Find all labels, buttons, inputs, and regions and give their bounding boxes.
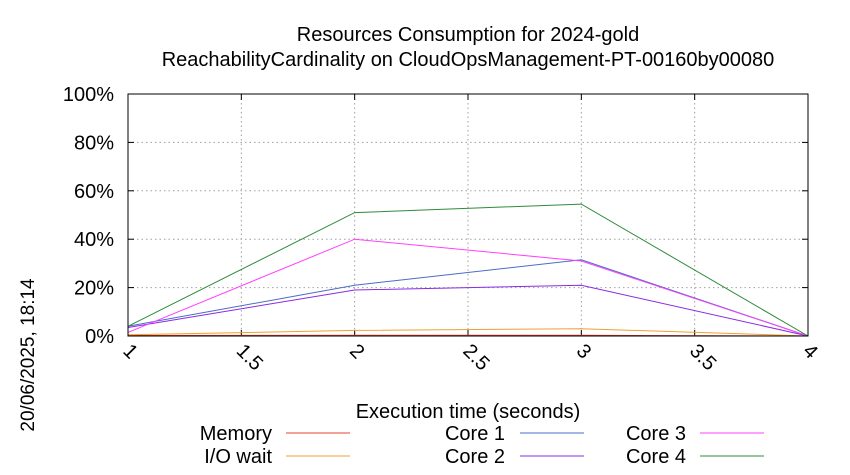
x-axis-label: Execution time (seconds) — [356, 401, 581, 423]
plot-frame — [127, 93, 809, 337]
x-tick-label: 3 — [572, 340, 595, 363]
timestamp-label: 20/06/2025, 18:14 — [18, 278, 39, 432]
x-tick-label: 1 — [118, 340, 141, 363]
series-lines — [127, 203, 809, 337]
y-tick-label: 80% — [74, 132, 114, 154]
legend-label-core-1: Core 1 — [445, 423, 505, 445]
chart-subtitle: ReachabilityCardinality on CloudOpsManag… — [162, 49, 775, 71]
legend-label-memory: Memory — [200, 423, 272, 445]
grid-lines — [127, 93, 809, 337]
y-tick-label: 20% — [74, 278, 114, 300]
x-tick-label: 4 — [798, 340, 821, 363]
legend-label-core-2: Core 2 — [445, 446, 505, 468]
tick-labels: 0% 20% 40% 60% 80% 100% 1 1.5 2 2.5 3 3.5 4 — [63, 84, 822, 375]
series-line-core-2 — [127, 284, 809, 337]
legend-label-i-o-wait: I/O wait — [204, 446, 272, 468]
x-tick-label: 1.5 — [232, 340, 267, 375]
y-tick-label: 40% — [74, 229, 114, 251]
series-line-core-4 — [127, 203, 809, 337]
x-tick-label: 2 — [345, 340, 368, 363]
series-line-core-1 — [127, 259, 809, 337]
x-tick-label: 2.5 — [458, 340, 493, 375]
y-tick-label: 60% — [74, 181, 114, 203]
chart-title: Resources Consumption for 2024-gold — [297, 24, 639, 46]
x-tick-label: 3.5 — [685, 340, 720, 375]
y-tick-label: 0% — [85, 326, 114, 348]
legend-label-core-3: Core 3 — [626, 423, 686, 445]
y-tick-label: 100% — [63, 84, 114, 106]
series-line-core-3 — [127, 238, 809, 337]
series-line-i-o-wait — [127, 328, 809, 337]
legend-label-core-4: Core 4 — [626, 446, 686, 468]
